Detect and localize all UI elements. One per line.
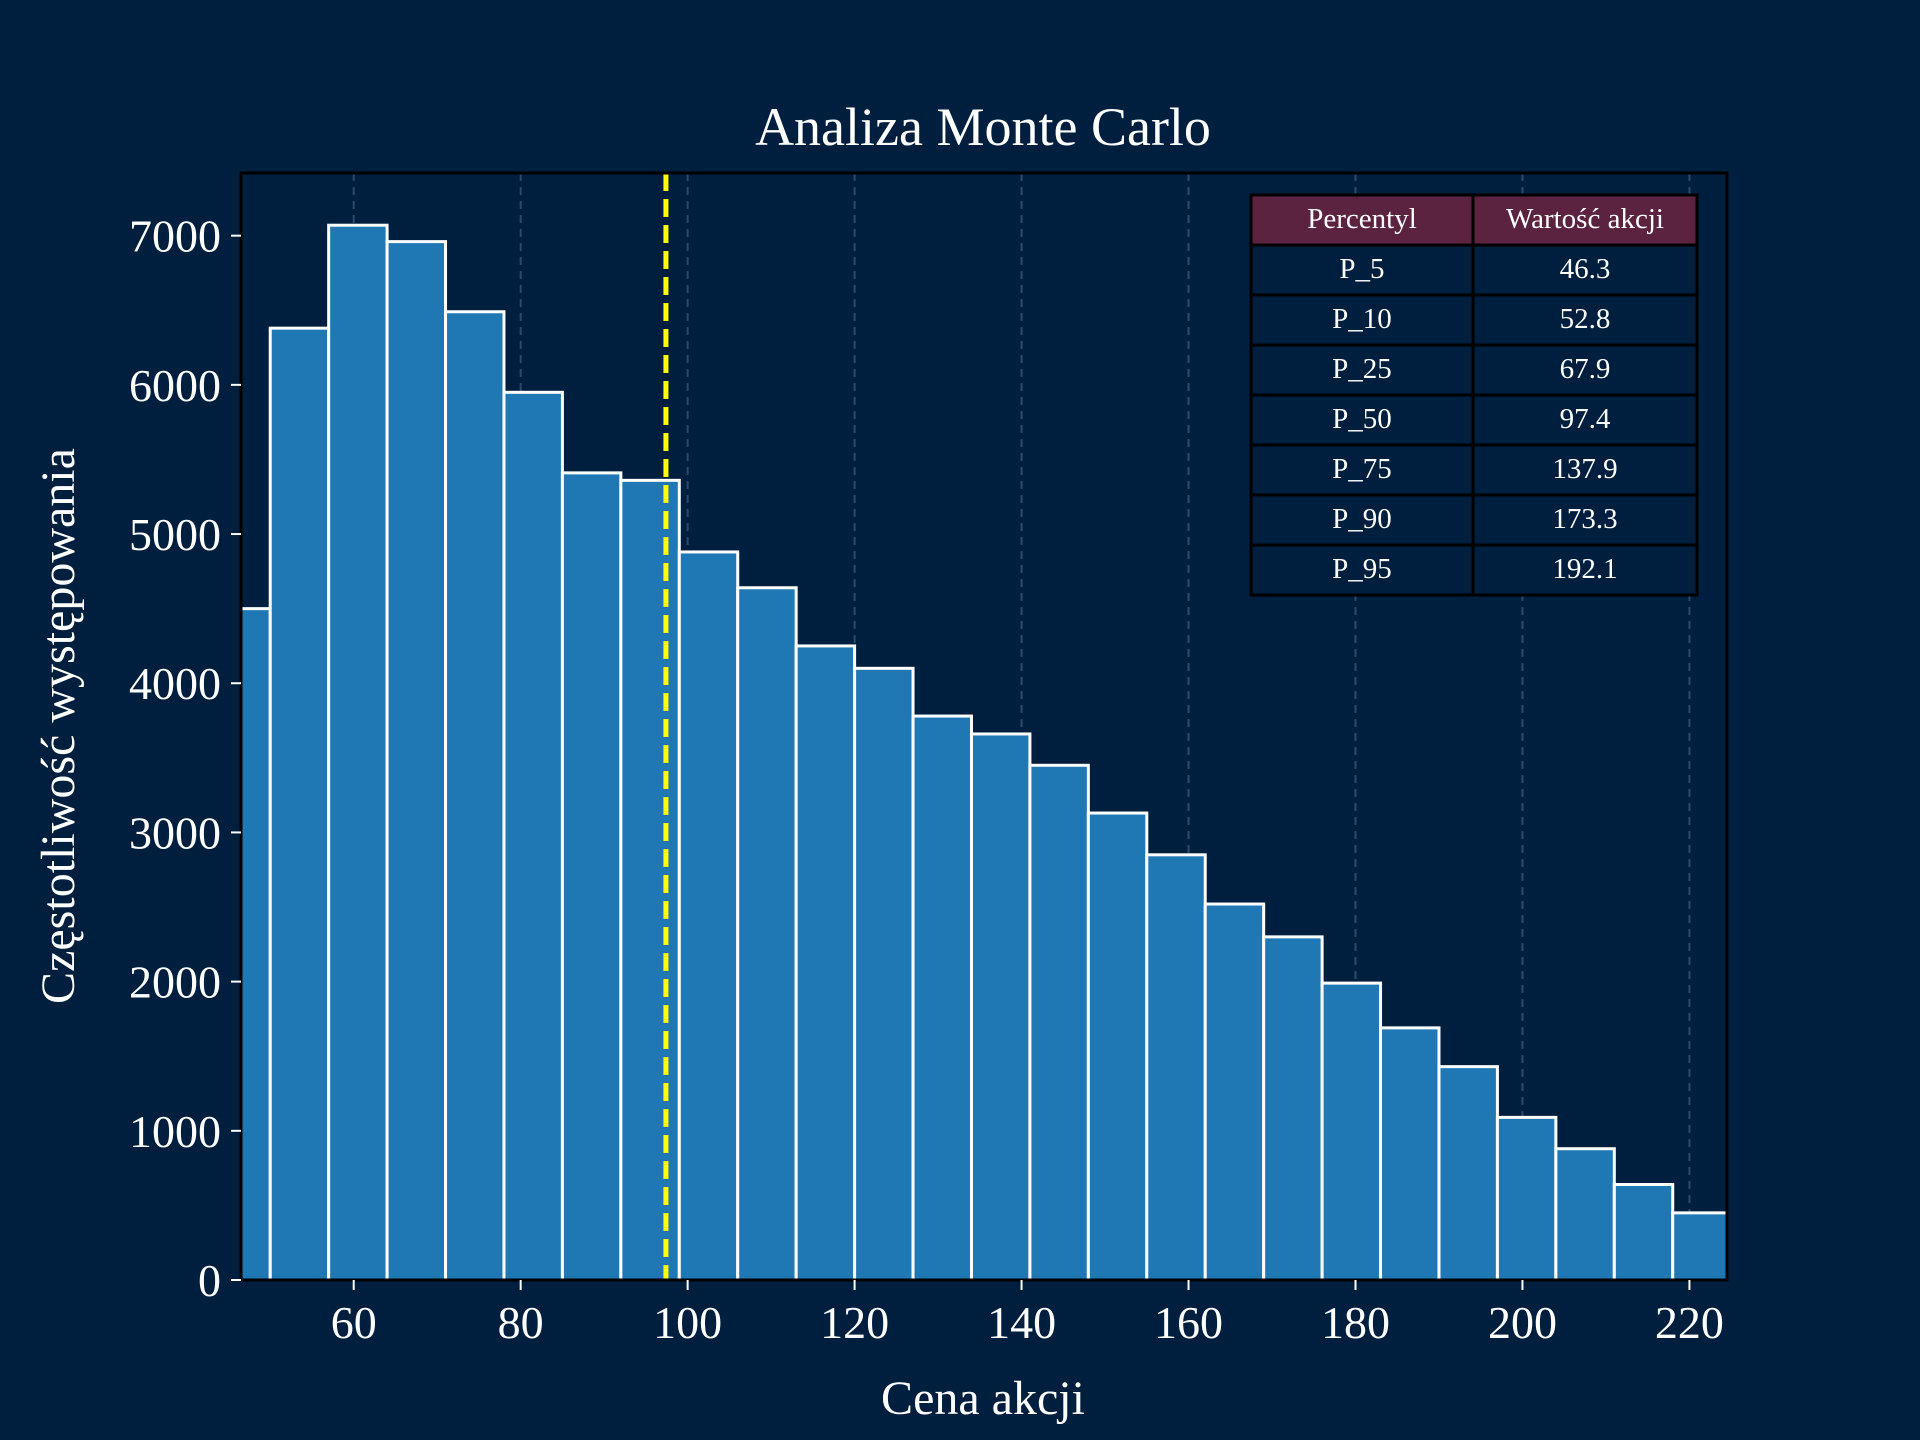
histogram-bar: [1203, 902, 1266, 1282]
histogram-bar: [1320, 981, 1383, 1282]
histogram-bar: [1145, 853, 1207, 1282]
histogram-bar: [1379, 1026, 1441, 1282]
histogram-bar: [268, 326, 331, 1282]
histogram-bar: [560, 471, 623, 1282]
table-header-cell: [1249, 193, 1475, 247]
histogram-bar: [1028, 763, 1090, 1282]
table-cell-text: 192.1: [1552, 553, 1617, 585]
histogram-bar: [502, 390, 564, 1282]
y-axis-label: Częstotliwość występowania: [32, 448, 85, 1004]
histogram-bar: [327, 223, 389, 1282]
histogram-bar: [794, 644, 857, 1282]
x-tick-label: 200: [1488, 1297, 1557, 1348]
table-cell: [1249, 343, 1475, 397]
table-cell: [1471, 243, 1699, 297]
histogram-bar: [911, 714, 973, 1282]
table-cell-text: P_95: [1332, 553, 1392, 585]
table-header-cell: [1471, 193, 1699, 247]
table-cell-text: 52.8: [1560, 303, 1611, 335]
histogram-bar: [619, 478, 681, 1282]
histogram-bar: [1495, 1115, 1558, 1282]
table-cell: [1471, 543, 1699, 597]
x-tick-label: 120: [820, 1297, 889, 1348]
histogram-bar: [1262, 935, 1324, 1282]
histogram-bar: [853, 666, 915, 1282]
table-cell: [1471, 393, 1699, 447]
axes-frame: [239, 171, 1729, 1282]
table-cell-text: 67.9: [1560, 353, 1611, 385]
y-tick-label: 0: [198, 1255, 221, 1306]
table-cell: [1249, 393, 1475, 447]
y-tick-label: 1000: [129, 1106, 221, 1157]
table-cell: [1471, 343, 1699, 397]
histogram-bar: [239, 607, 272, 1282]
table-cell-text: 137.9: [1552, 453, 1617, 485]
x-tick-label: 220: [1655, 1297, 1724, 1348]
x-tick-label: 140: [987, 1297, 1056, 1348]
histogram-bar: [444, 310, 506, 1282]
histogram-bar: [677, 550, 740, 1282]
table-cell: [1471, 293, 1699, 347]
x-tick-label: 180: [1321, 1297, 1390, 1348]
x-tick-label: 80: [498, 1297, 544, 1348]
percentile-table: Percentyl Wartość akcji P_5 46.3 P_10 52.8 P_2…: [1249, 193, 1699, 597]
table-cell-text: P_75: [1332, 453, 1392, 485]
histogram-bar: [1612, 1183, 1675, 1282]
histogram-bar: [1086, 811, 1149, 1282]
histogram-bar: [1437, 1065, 1499, 1282]
y-axis-ticks: 0 1000 2000 3000 4000 5000 6000 7000: [129, 211, 241, 1306]
x-tick-label: 60: [331, 1297, 377, 1348]
table-cell-text: 46.3: [1560, 253, 1611, 285]
y-tick-label: 2000: [129, 957, 221, 1008]
y-tick-label: 7000: [129, 211, 221, 262]
table-cell-text: P_10: [1332, 303, 1392, 335]
y-tick-label: 5000: [129, 509, 221, 560]
x-axis-ticks: 60 80 100 120 140 160 180 200 220: [331, 1280, 1724, 1348]
table-cell-text: 173.3: [1552, 503, 1617, 535]
table-cell-text: P_90: [1332, 503, 1392, 535]
table-cell-text: 97.4: [1560, 403, 1611, 435]
table-header-text: Percentyl: [1307, 203, 1417, 235]
x-tick-label: 100: [653, 1297, 722, 1348]
y-tick-label: 4000: [129, 658, 221, 709]
table-header-text: Wartość akcji: [1506, 203, 1664, 235]
table-cell: [1249, 543, 1475, 597]
table-cell: [1471, 443, 1699, 497]
histogram-bar: [1554, 1147, 1616, 1282]
y-tick-label: 3000: [129, 807, 221, 858]
table-cell-text: P_5: [1339, 253, 1384, 285]
histogram-bar: [1671, 1211, 1729, 1282]
histogram-bar: [969, 732, 1032, 1282]
chart-title: Analiza Monte Carlo: [755, 97, 1211, 157]
table-cell: [1249, 293, 1475, 347]
bars: [239, 223, 1729, 1282]
y-tick-label: 6000: [129, 360, 221, 411]
table-cell-text: P_25: [1332, 353, 1392, 385]
table-cell: [1249, 443, 1475, 497]
histogram-bar: [736, 586, 798, 1282]
x-axis-label: Cena akcji: [881, 1372, 1085, 1425]
table-cell-text: P_50: [1332, 403, 1392, 435]
x-tick-label: 160: [1154, 1297, 1223, 1348]
histogram-bar: [385, 240, 448, 1282]
